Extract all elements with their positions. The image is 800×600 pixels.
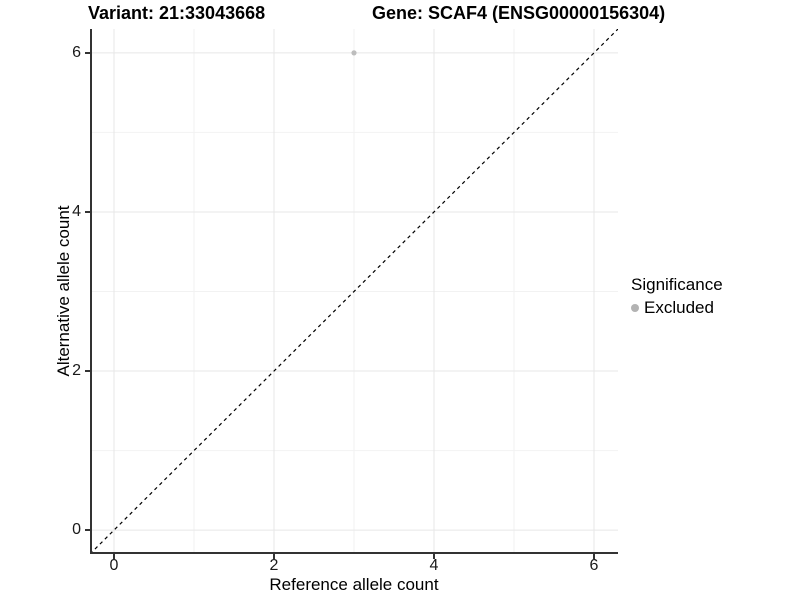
panel-svg [90, 29, 618, 554]
x-tick-mark [593, 554, 595, 559]
x-tick-mark [113, 554, 115, 559]
plot-title-variant: Variant: 21:33043668 [88, 3, 266, 23]
x-tick-label: 6 [589, 557, 599, 574]
x-tick-mark [433, 554, 435, 559]
legend-item-label: Excluded [644, 298, 714, 317]
legend-title: Significance [631, 275, 723, 294]
y-tick-label: 6 [72, 43, 81, 61]
y-tick-label: 4 [72, 202, 81, 220]
x-tick-label: 0 [109, 557, 119, 574]
y-axis-title: Alternative allele count [54, 205, 73, 377]
y-tick-label: 0 [72, 521, 81, 539]
plot-title-gene: Gene: SCAF4 (ENSG00000156304) [372, 3, 666, 23]
x-axis-title: Reference allele count [269, 575, 439, 594]
y-tick-mark [85, 210, 90, 213]
plot-panel [90, 29, 618, 554]
identity-dashed-line [90, 29, 618, 554]
y-tick-label: 2 [72, 362, 81, 380]
data-point [351, 50, 357, 56]
y-tick-mark [85, 51, 90, 54]
x-tick-label: 4 [429, 557, 439, 574]
x-tick-label: 2 [269, 557, 279, 574]
legend-item-excluded: Excluded [631, 298, 723, 318]
dot-icon [631, 304, 639, 312]
x-tick-mark [273, 554, 275, 559]
legend: Significance Excluded [631, 274, 723, 318]
y-tick-mark [85, 370, 90, 373]
y-tick-mark [85, 529, 90, 532]
